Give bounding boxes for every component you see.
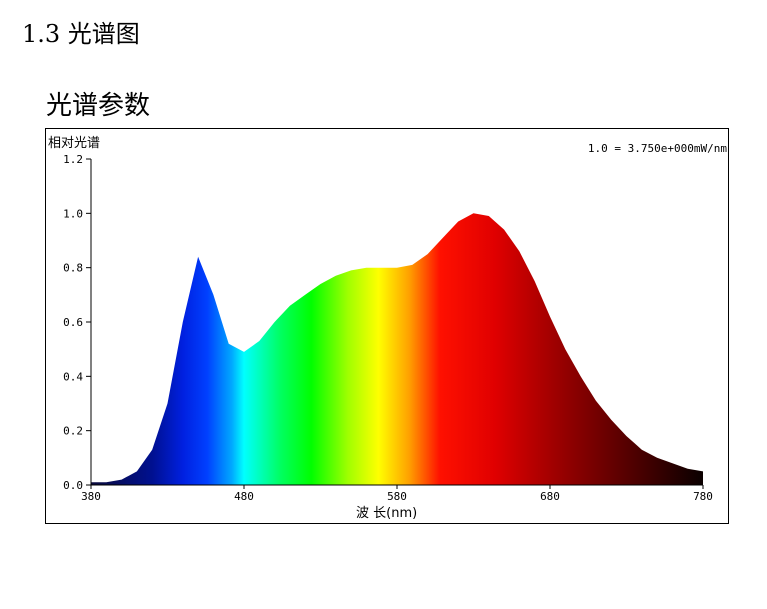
section-heading: 1.3 光谱图 (22, 20, 140, 48)
spectrum-area (91, 213, 703, 486)
x-tick-label: 480 (234, 490, 254, 503)
y-tick-label: 1.0 (63, 207, 83, 220)
chart-frame (45, 128, 729, 524)
y-axis-label: 相对光谱 (48, 136, 100, 151)
y-tick-label: 1.2 (63, 153, 83, 166)
y-tick-label: 0.6 (63, 316, 83, 329)
annotation: 1.0 = 3.750e+000mW/nm (588, 142, 727, 155)
subheading: 光谱参数 (46, 91, 150, 121)
plot: 0.0 0.2 0.4 0.6 0.8 1.0 1.2 380 480 580 680 780 (63, 153, 713, 503)
x-axis-label: 波 长(nm) (356, 506, 417, 521)
x-tick-label: 680 (540, 490, 560, 503)
y-tick-label: 0.0 (63, 479, 83, 492)
x-tick-label: 380 (81, 490, 101, 503)
y-tick-label: 0.2 (63, 425, 83, 438)
x-tick-label: 780 (693, 490, 713, 503)
y-tick-label: 0.8 (63, 262, 83, 275)
y-tick-label: 0.4 (63, 370, 83, 383)
x-tick-label: 580 (387, 490, 407, 503)
